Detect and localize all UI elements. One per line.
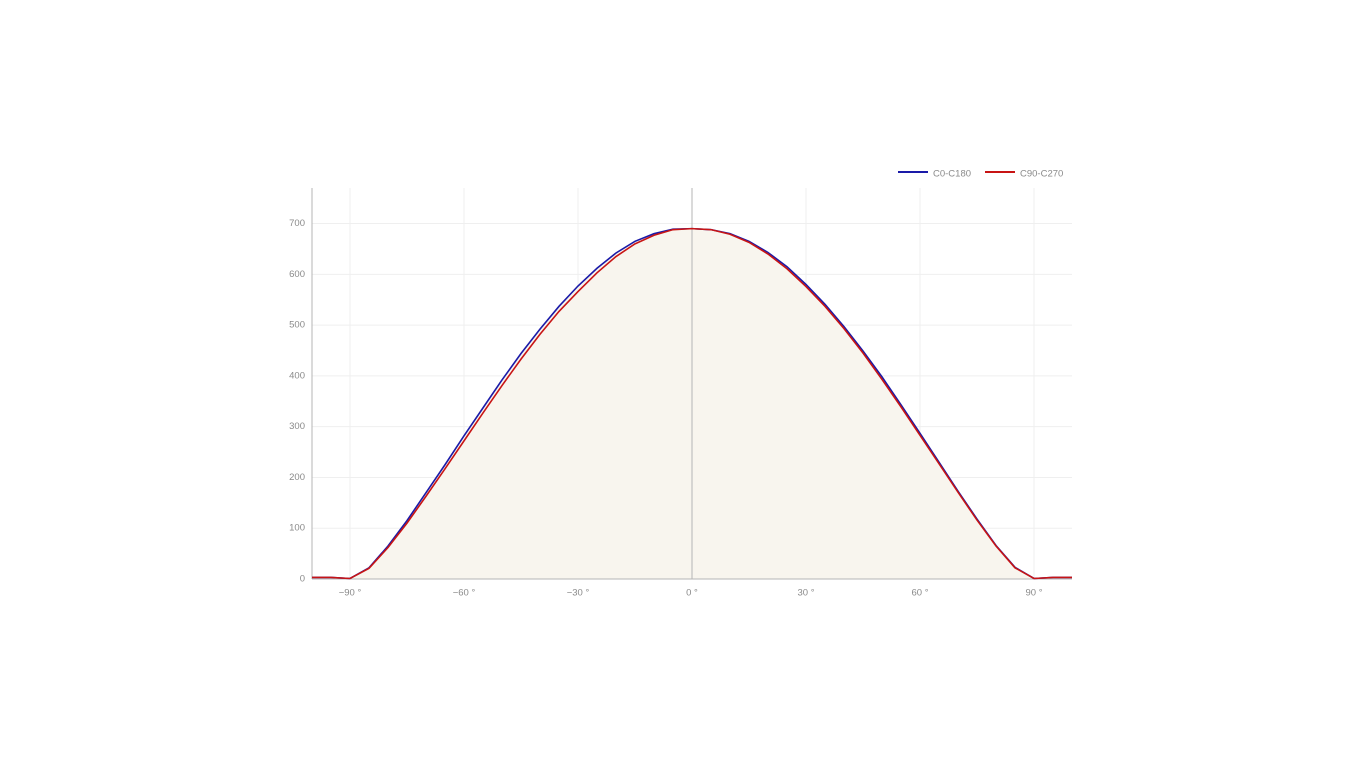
x-tick-label: 90 ° [1025,588,1042,599]
x-tick-label: 0 ° [686,588,698,599]
x-tick-label: −30 ° [567,588,590,599]
y-tick-label: 100 [289,523,305,534]
x-tick-label: 30 ° [797,588,814,599]
x-tick-label: −90 ° [339,588,362,599]
x-tick-label: −60 ° [453,588,476,599]
line [312,227,1072,580]
legend: C0-C180 C90-C270 [898,169,1063,180]
legend-label: C90-C270 [1020,169,1063,180]
y-tick-label: 700 [289,218,305,229]
y-tick-label: 400 [289,370,305,381]
y-tick-label: 0 [300,574,305,585]
legend-label: C0-C180 [933,169,971,180]
x-tick-label: 60 ° [911,588,928,599]
y-tick-label: 500 [289,320,305,331]
y-tick-label: 600 [289,269,305,280]
y-tick-label: 200 [289,472,305,483]
y-tick-label: 300 [289,421,305,432]
